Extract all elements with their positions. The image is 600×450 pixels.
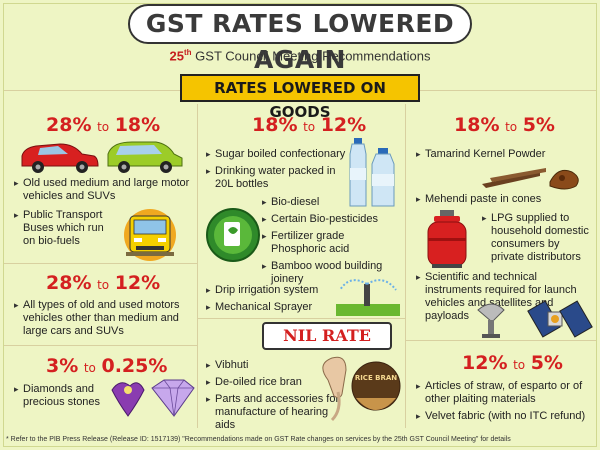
list-item: Fertilizer grade Phosphoric acid	[262, 230, 400, 256]
list-item: Scientific and technical instruments req…	[416, 271, 594, 323]
list-28-18-b: Public Transport Buses which run on bio-…	[14, 209, 114, 252]
page-title: GST RATES LOWERED AGAIN	[128, 4, 472, 74]
tamarind-mehendi-icon	[482, 168, 579, 190]
list-item: Bio-diesel	[262, 196, 400, 209]
list-item: Sugar boiled confectionary	[206, 148, 346, 161]
list-item: Old used medium and large motor vehicles…	[14, 177, 194, 203]
list-18-12-bottom: Drip irrigation system Mechanical Spraye…	[206, 284, 336, 318]
list-item: Public Transport Buses which run on bio-…	[14, 209, 114, 248]
biofuel-icon	[206, 208, 260, 262]
lpg-cylinder-icon	[427, 210, 467, 268]
divider	[405, 104, 406, 428]
rate-3-025: 3% to 0.25%	[46, 355, 168, 377]
goods-banner: RATES LOWERED ON GOODS	[180, 74, 420, 121]
list-item: De-oiled rice bran	[206, 376, 346, 389]
list-item: Mechanical Sprayer	[206, 301, 336, 314]
water-bottle-icon	[349, 138, 395, 207]
list-18-5-c: Scientific and technical instruments req…	[416, 271, 594, 327]
rate-12-5: 12% to 5%	[462, 352, 563, 374]
bus-icon	[124, 209, 176, 261]
nil-rate-banner: NIL RATE	[262, 322, 392, 350]
page-frame	[3, 3, 597, 447]
hearing-aid-rice-bran-icon: RICE BRAN	[322, 356, 401, 422]
list-item: LPG supplied to household domestic consu…	[482, 212, 594, 264]
list-28-12: All types of old and used motors vehicle…	[14, 299, 194, 342]
list-item: Velvet fabric (with no ITC refund)	[416, 410, 596, 423]
rate-18-12: 18% to 12%	[252, 114, 367, 136]
list-item: All types of old and used motors vehicle…	[14, 299, 194, 338]
list-item: Bamboo wood building joinery	[262, 260, 400, 286]
list-item: Drip irrigation system	[206, 284, 336, 297]
rate-18-5: 18% to 5%	[454, 114, 555, 136]
list-item: Drinking water packed in 20L bottles	[206, 165, 346, 191]
list-item: Vibhuti	[206, 359, 346, 372]
divider	[4, 90, 180, 91]
rate-28-18: 28% to 18%	[46, 114, 161, 136]
list-item: Certain Bio-pesticides	[262, 213, 400, 226]
list-12-5: Articles of straw, of esparto or of othe…	[416, 380, 596, 427]
divider	[4, 345, 197, 346]
list-item: Articles of straw, of esparto or of othe…	[416, 380, 596, 406]
rice-bran-label: RICE BRAN	[355, 374, 397, 382]
list-28-18: Old used medium and large motor vehicles…	[14, 177, 194, 207]
list-nil: Vibhuti De-oiled rice bran Parts and acc…	[206, 359, 346, 436]
cars-icon	[21, 141, 183, 173]
satellite-icon	[477, 300, 593, 338]
list-item: Parts and accessories for manufacture of…	[206, 393, 346, 432]
list-18-5-indent: LPG supplied to household domestic consu…	[482, 212, 594, 268]
list-18-12-top: Sugar boiled confectionary Drinking wate…	[206, 148, 346, 195]
divider	[4, 263, 197, 264]
divider	[420, 90, 596, 91]
list-item: Mehendi paste in cones	[416, 193, 596, 206]
list-item: Tamarind Kernel Powder	[416, 148, 596, 161]
subtitle: 25th GST Council Meeting Recommendations	[169, 48, 431, 64]
list-18-5-b: Mehendi paste in cones	[416, 193, 596, 210]
list-3-025: Diamonds and precious stones	[14, 383, 114, 413]
list-18-12-indent: Bio-diesel Certain Bio-pesticides Fertil…	[262, 196, 400, 290]
list-item: Diamonds and precious stones	[14, 383, 114, 409]
list-18-5-a: Tamarind Kernel Powder	[416, 148, 596, 165]
divider	[197, 104, 198, 428]
footer-note: * Refer to the PIB Press Release (Releas…	[6, 436, 511, 443]
diamond-icon	[111, 379, 195, 417]
divider	[405, 340, 596, 341]
rate-28-12: 28% to 12%	[46, 272, 161, 294]
sprinkler-icon	[336, 279, 400, 316]
divider	[197, 318, 405, 319]
